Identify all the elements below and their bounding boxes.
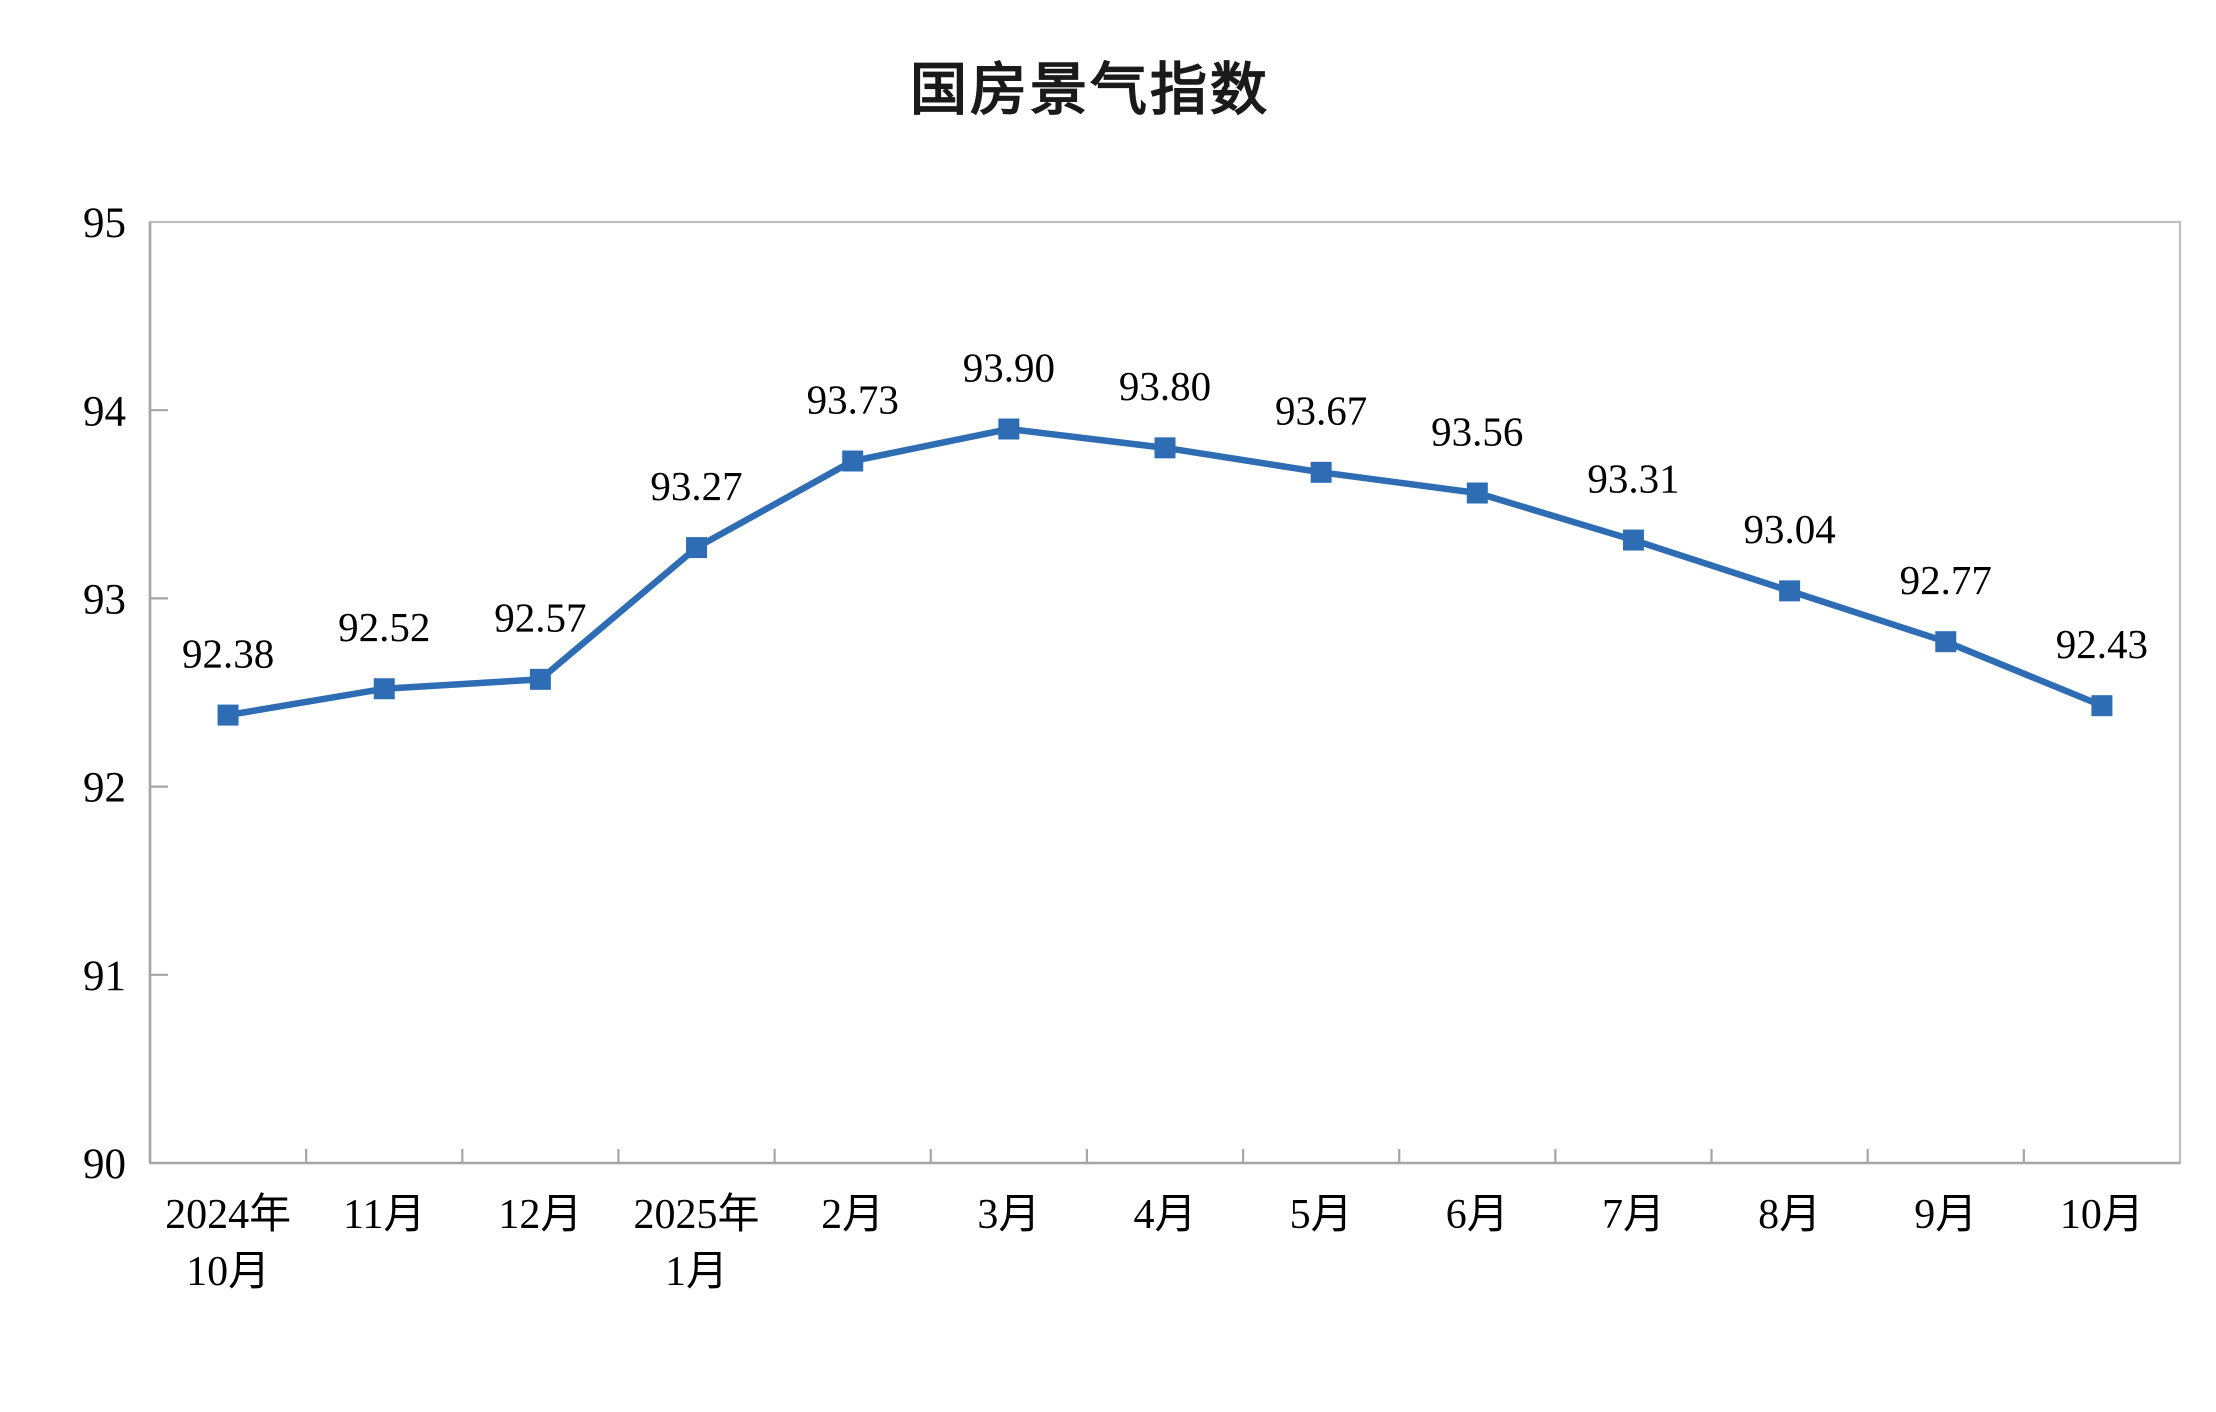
data-point-marker: [686, 537, 708, 559]
x-axis-category-label: 5月: [1290, 1192, 1353, 1238]
x-axis-category-label: 10月: [2060, 1192, 2144, 1238]
data-point-marker: [2091, 695, 2113, 717]
x-axis-category-label: 2024年: [165, 1191, 291, 1238]
y-axis-tick-label: 95: [83, 200, 126, 247]
x-axis-category-label: 9月: [1914, 1192, 1977, 1238]
data-point-marker: [529, 668, 551, 690]
x-axis-category-label: 3月: [977, 1192, 1040, 1238]
data-point-value-label: 92.77: [1900, 557, 1992, 603]
x-axis-category-label: 4月: [1133, 1192, 1196, 1238]
data-point-marker: [998, 418, 1020, 440]
data-point-value-label: 93.90: [963, 344, 1055, 390]
x-axis-category-label: 8月: [1758, 1192, 1821, 1238]
x-axis-category-label: 6月: [1446, 1192, 1509, 1238]
data-point-marker: [1154, 437, 1176, 459]
data-point-value-label: 92.38: [182, 630, 274, 676]
data-point-value-label: 93.27: [650, 463, 742, 509]
y-axis-tick-label: 92: [83, 765, 126, 812]
data-point-marker: [217, 704, 239, 726]
data-point-marker: [842, 450, 864, 472]
data-point-marker: [1779, 580, 1801, 602]
data-series-line: [224, 425, 2106, 719]
data-point-value-label: 93.56: [1431, 408, 1523, 454]
data-point-value-label: 92.52: [338, 604, 430, 650]
y-axis-tick-label: 91: [83, 953, 126, 1000]
data-point-marker: [1622, 529, 1644, 551]
data-point-value-label: 93.80: [1119, 363, 1211, 409]
data-point-value-label: 93.04: [1743, 506, 1835, 552]
x-axis-category-label: 2月: [821, 1192, 884, 1238]
data-point-marker: [1310, 461, 1332, 483]
data-point-marker: [1466, 482, 1488, 504]
chart-title: 国房景气指数: [910, 58, 1270, 122]
data-point-value-label: 93.67: [1275, 388, 1367, 434]
x-axis-category-label: 12月: [498, 1192, 582, 1238]
x-axis-category-label: 10月: [186, 1249, 270, 1295]
x-axis-category-label: 7月: [1602, 1192, 1665, 1238]
y-axis-tick-label: 94: [83, 388, 126, 435]
data-point-marker: [373, 678, 395, 700]
data-point-value-label: 93.31: [1587, 455, 1679, 501]
data-point-value-label: 92.43: [2056, 621, 2148, 667]
x-axis-category-label: 1月: [665, 1249, 728, 1295]
x-axis-category-label: 2025年: [634, 1191, 760, 1238]
x-axis-category-label: 11月: [343, 1192, 425, 1238]
data-point-marker: [1935, 631, 1957, 653]
data-point-value-label: 93.73: [807, 376, 899, 422]
y-axis-tick-label: 93: [83, 576, 126, 623]
data-point-value-label: 92.57: [494, 595, 586, 641]
y-axis-tick-label: 90: [83, 1141, 126, 1188]
